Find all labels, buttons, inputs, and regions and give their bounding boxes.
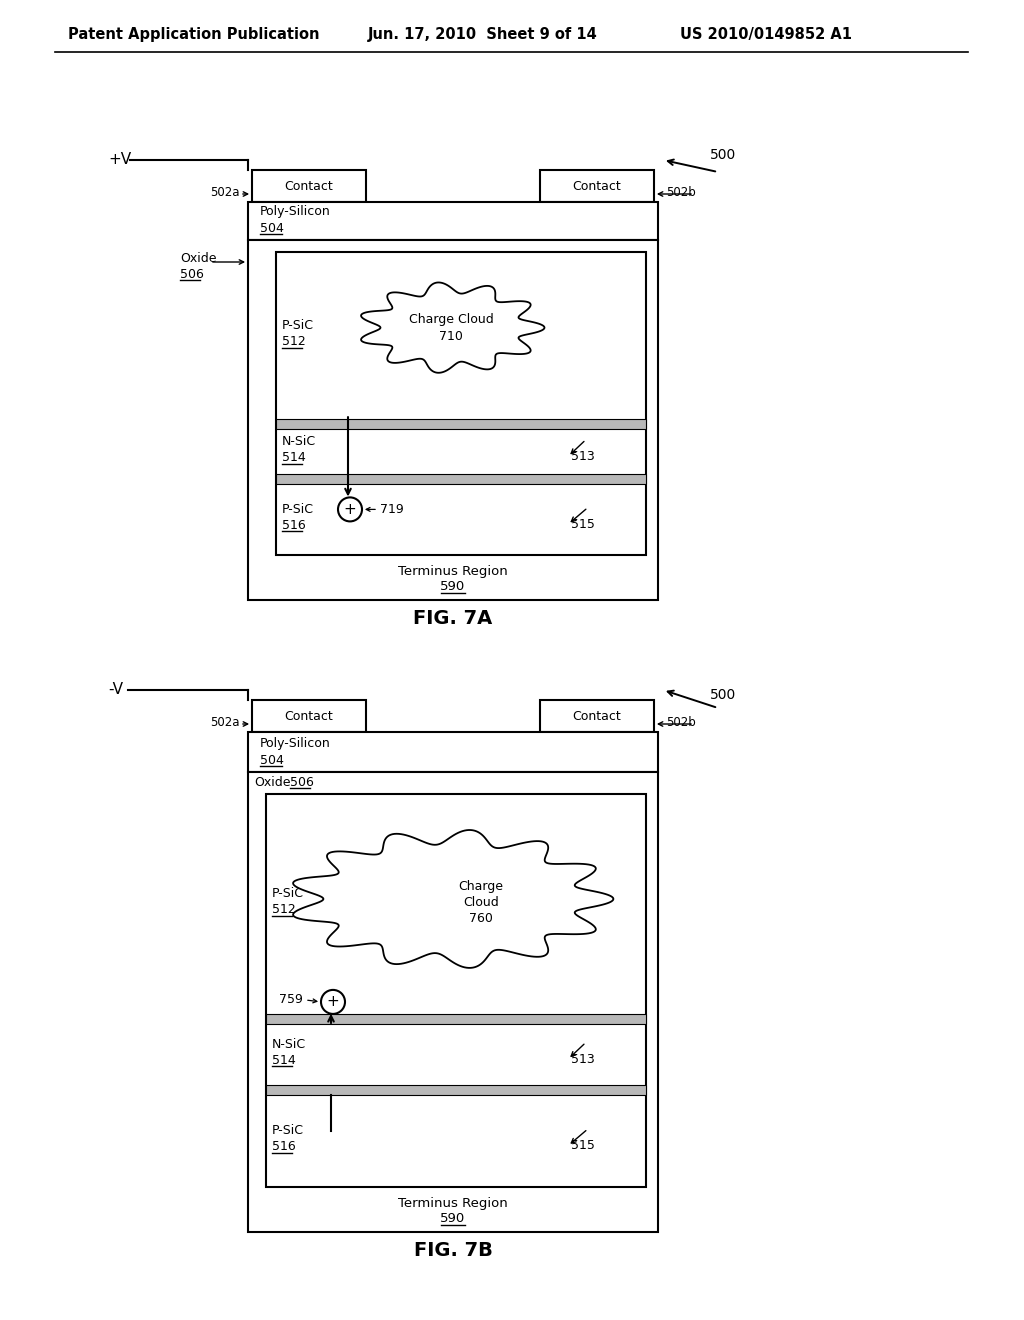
Text: US 2010/0149852 A1: US 2010/0149852 A1 (680, 28, 852, 42)
Text: 759: 759 (280, 994, 303, 1006)
Text: P-SiC: P-SiC (282, 319, 314, 333)
Text: 500: 500 (710, 148, 736, 162)
Text: 514: 514 (282, 451, 306, 465)
Text: 513: 513 (571, 1053, 595, 1065)
Text: Contact: Contact (285, 180, 334, 193)
Text: 506: 506 (290, 776, 314, 788)
Bar (248, 240, 658, 601)
Text: 502b: 502b (666, 186, 695, 198)
Bar (248, 202, 658, 240)
Bar (248, 733, 658, 772)
Text: 502a: 502a (211, 715, 240, 729)
Bar (540, 700, 654, 733)
Text: 500: 500 (710, 688, 736, 702)
Bar (276, 474, 646, 484)
Text: Contact: Contact (572, 180, 622, 193)
Text: -V: -V (108, 682, 123, 697)
Text: 506: 506 (180, 268, 204, 281)
Circle shape (321, 990, 345, 1014)
Text: Jun. 17, 2010  Sheet 9 of 14: Jun. 17, 2010 Sheet 9 of 14 (368, 28, 598, 42)
Bar (266, 795, 646, 1187)
Text: 515: 515 (571, 1139, 595, 1152)
Text: +: + (327, 994, 339, 1010)
Text: N-SiC: N-SiC (282, 436, 316, 447)
Text: P-SiC: P-SiC (272, 887, 304, 900)
Bar (252, 170, 366, 202)
Text: Charge: Charge (459, 880, 504, 894)
Bar (252, 700, 366, 733)
Text: 515: 515 (571, 517, 595, 531)
Text: +V: +V (108, 153, 131, 168)
Text: 514: 514 (272, 1053, 296, 1067)
Text: 710: 710 (439, 330, 463, 343)
Text: FIG. 7B: FIG. 7B (414, 1241, 493, 1259)
Text: 719: 719 (380, 503, 403, 516)
Text: 590: 590 (440, 1213, 466, 1225)
Text: 504: 504 (260, 222, 284, 235)
Text: Oxide: Oxide (254, 776, 291, 788)
Text: Oxide: Oxide (180, 252, 216, 264)
Text: Poly-Silicon: Poly-Silicon (260, 206, 331, 219)
Text: Contact: Contact (572, 710, 622, 722)
Bar (248, 772, 658, 1232)
Text: N-SiC: N-SiC (272, 1038, 306, 1051)
Polygon shape (293, 830, 613, 968)
Text: Patent Application Publication: Patent Application Publication (68, 28, 319, 42)
Text: FIG. 7A: FIG. 7A (414, 609, 493, 627)
Text: 512: 512 (282, 335, 306, 348)
Text: P-SiC: P-SiC (272, 1125, 304, 1138)
Text: Terminus Region: Terminus Region (398, 565, 508, 578)
Text: 516: 516 (282, 519, 306, 532)
Text: 516: 516 (272, 1140, 296, 1154)
Text: 512: 512 (272, 903, 296, 916)
Bar (266, 1085, 646, 1094)
Circle shape (338, 498, 362, 521)
Text: Poly-Silicon: Poly-Silicon (260, 738, 331, 751)
Text: 502b: 502b (666, 715, 695, 729)
Bar (266, 1014, 646, 1024)
Text: 590: 590 (440, 581, 466, 594)
Text: 513: 513 (571, 450, 595, 463)
Bar (276, 420, 646, 429)
Text: Terminus Region: Terminus Region (398, 1197, 508, 1210)
Polygon shape (361, 282, 545, 372)
Text: Charge Cloud: Charge Cloud (409, 313, 494, 326)
Text: +: + (344, 502, 356, 517)
Text: 502a: 502a (211, 186, 240, 198)
Bar (540, 170, 654, 202)
Text: Cloud: Cloud (463, 896, 499, 909)
Text: P-SiC: P-SiC (282, 503, 314, 516)
Bar (276, 252, 646, 554)
Text: 504: 504 (260, 754, 284, 767)
Text: 760: 760 (469, 912, 493, 925)
Text: Contact: Contact (285, 710, 334, 722)
